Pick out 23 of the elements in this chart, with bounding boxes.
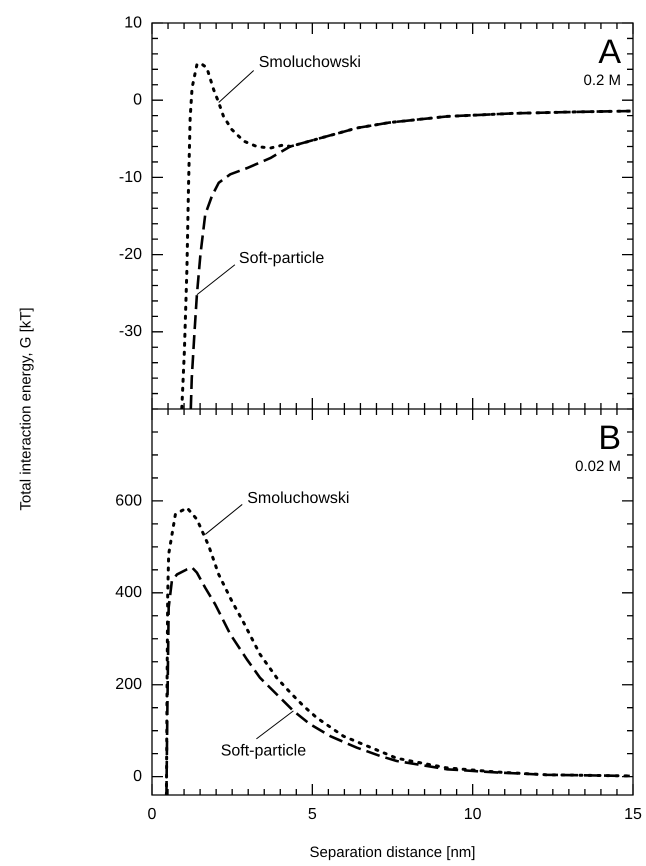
annotation: B	[598, 419, 621, 457]
annotation: Soft-particle	[220, 742, 306, 760]
y-tick-label: 0	[133, 92, 142, 109]
x-tick-label: 5	[308, 806, 317, 824]
annotation: 0.2 M	[583, 72, 621, 89]
y-tick-label: -30	[118, 323, 142, 340]
y-tick-label: 600	[115, 492, 142, 510]
x-tick-label: 10	[464, 806, 482, 824]
y-tick-label: 0	[133, 768, 142, 786]
x-axis-title: Separation distance [nm]	[310, 844, 476, 862]
annotation: A	[598, 33, 622, 71]
y-tick-label: -20	[118, 246, 142, 264]
y-axis-title: Total interaction energy, G [kT]	[18, 307, 34, 511]
y-tick-label: 10	[124, 14, 142, 32]
x-tick-label: 0	[148, 806, 157, 824]
x-tick-label: 15	[624, 806, 642, 824]
annotation: Soft-particle	[238, 250, 324, 268]
y-tick-label: 200	[115, 676, 142, 694]
y-tick-label: 400	[115, 584, 142, 602]
annotation: Smoluchowski	[247, 490, 350, 507]
annotation: Smoluchowski	[258, 54, 361, 71]
y-tick-label: -10	[118, 168, 142, 186]
annotation: 0.02 M	[575, 458, 621, 475]
